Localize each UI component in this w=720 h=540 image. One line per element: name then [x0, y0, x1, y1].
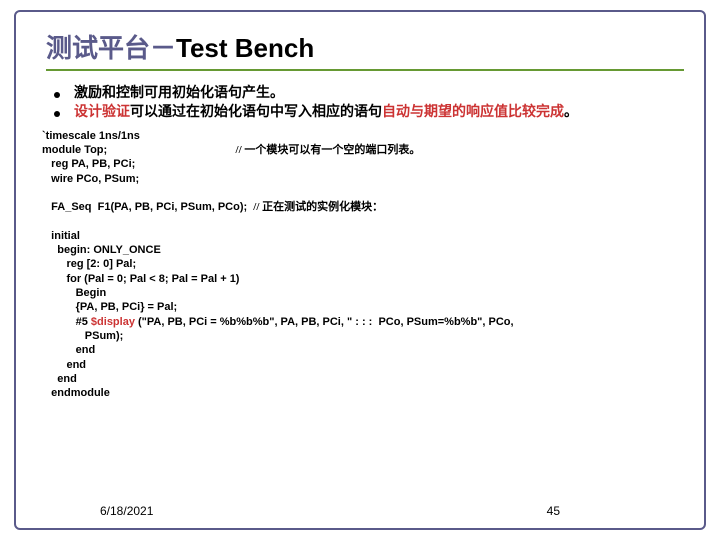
title-underline	[46, 69, 684, 71]
code-line: end	[42, 343, 684, 357]
footer-date: 6/18/2021	[100, 504, 153, 518]
code-line: `timescale 1ns/1ns	[42, 129, 684, 143]
code-line: end	[42, 372, 684, 386]
slide-title: 测试平台－Test Bench	[46, 28, 684, 65]
code-line: PSum);	[42, 329, 684, 343]
code-line: endmodule	[42, 386, 684, 400]
code-line	[42, 186, 684, 200]
code-line: Begin	[42, 286, 684, 300]
code-line: initial	[42, 229, 684, 243]
code-line: reg [2: 0] Pal;	[42, 257, 684, 271]
code-line: FA_Seq F1(PA, PB, PCi, PSum, PCo); // 正在…	[42, 200, 684, 214]
code-line: for (Pal = 0; Pal < 8; Pal = Pal + 1)	[42, 272, 684, 286]
code-line: end	[42, 358, 684, 372]
bullet-item: 设计验证可以通过在初始化语句中写入相应的语句自动与期望的响应值比较完成。	[54, 104, 684, 123]
code-line: {PA, PB, PCi} = Pal;	[42, 300, 684, 314]
code-block: `timescale 1ns/1nsmodule Top; // 一个模块可以有…	[42, 129, 684, 401]
bullet-text: 设计验证可以通过在初始化语句中写入相应的语句自动与期望的响应值比较完成。	[74, 104, 578, 123]
code-line: begin: ONLY_ONCE	[42, 243, 684, 257]
code-line: reg PA, PB, PCi;	[42, 157, 684, 171]
bullet-list: 激励和控制可用初始化语句产生。设计验证可以通过在初始化语句中写入相应的语句自动与…	[54, 85, 684, 123]
display-keyword: $display	[91, 316, 135, 328]
bullet-dot	[54, 111, 60, 117]
slide-content: 测试平台－Test Bench 激励和控制可用初始化语句产生。设计验证可以通过在…	[46, 28, 684, 400]
code-line: module Top; // 一个模块可以有一个空的端口列表。	[42, 143, 684, 157]
title-en: Test Bench	[176, 33, 314, 63]
code-line: wire PCo, PSum;	[42, 172, 684, 186]
bullet-text: 激励和控制可用初始化语句产生。	[74, 85, 284, 104]
code-line: #5 $display ("PA, PB, PCi = %b%b%b", PA,…	[42, 315, 684, 329]
footer-page: 45	[547, 504, 560, 518]
title-cn: 测试平台－	[46, 34, 176, 63]
code-line	[42, 215, 684, 229]
bullet-item: 激励和控制可用初始化语句产生。	[54, 85, 684, 104]
bullet-dot	[54, 92, 60, 98]
